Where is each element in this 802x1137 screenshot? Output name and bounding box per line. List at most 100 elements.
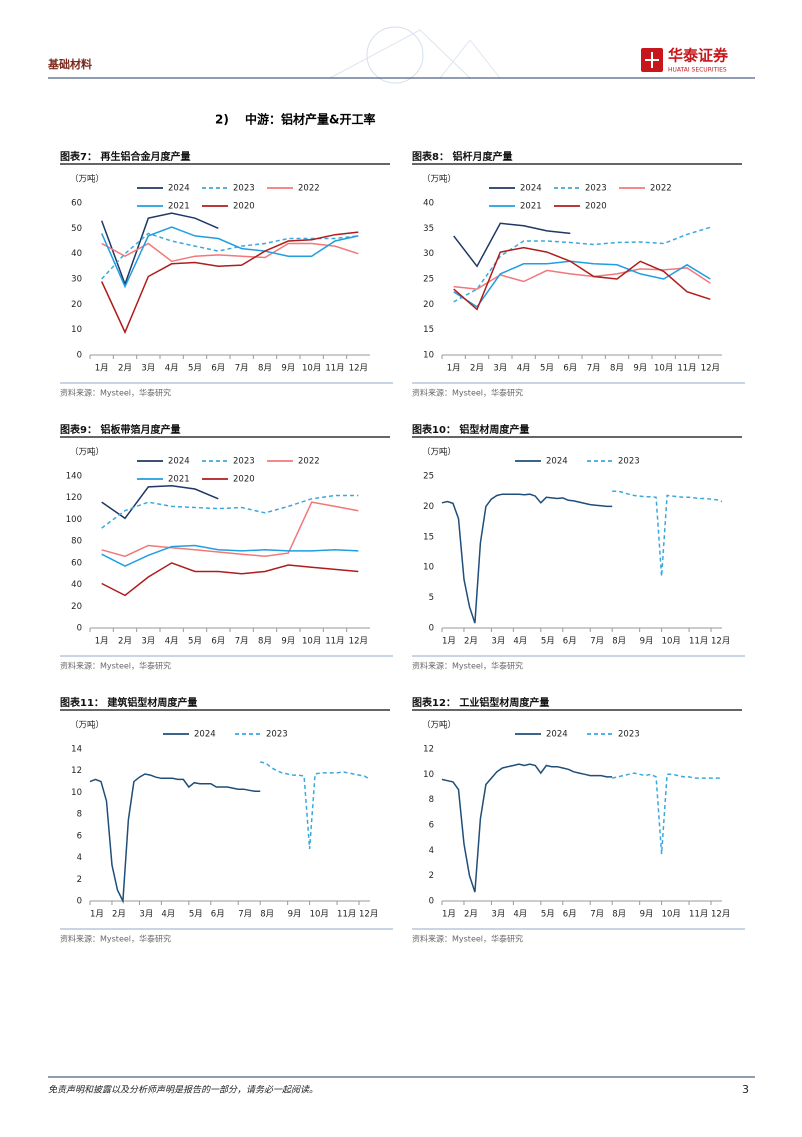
series-line: [89, 773, 261, 904]
legend-label: 2020: [233, 475, 255, 485]
legend-label: 2024: [546, 730, 568, 740]
y-tick-label: 15: [423, 325, 434, 335]
y-axis-unit: （万吨）: [70, 447, 104, 458]
legend-label: 2022: [298, 184, 320, 194]
x-tick-label: 10月: [302, 364, 321, 374]
y-tick-label: 60: [71, 199, 82, 209]
x-tick-label: 8月: [258, 364, 272, 374]
x-tick-label: 11月: [337, 910, 356, 920]
series-line: [453, 246, 711, 311]
legend-label: 2022: [298, 457, 320, 467]
x-tick-label: 6月: [563, 364, 577, 374]
x-tick-label: 2月: [118, 637, 132, 647]
y-tick-label: 35: [423, 224, 434, 234]
legend-label: 2023: [233, 457, 255, 467]
y-tick-label: 5: [429, 593, 434, 603]
x-tick-label: 5月: [189, 910, 203, 920]
x-tick-label: 7月: [590, 637, 604, 647]
x-tick-label: 11月: [689, 637, 708, 647]
x-tick-label: 1月: [95, 364, 109, 374]
y-tick-label: 10: [423, 563, 434, 573]
chart-title: 图表10： 铝型材周度产量: [412, 423, 529, 436]
y-tick-label: 25: [423, 472, 434, 482]
chart-title: 图表9： 铝板带箔月度产量: [60, 423, 180, 436]
x-tick-label: 8月: [612, 910, 626, 920]
chart-title: 图表11： 建筑铝型材周度产量: [60, 696, 197, 709]
x-tick-label: 4月: [161, 910, 175, 920]
y-axis-unit: （万吨）: [70, 174, 104, 185]
x-tick-label: 12月: [349, 364, 368, 374]
x-tick-label: 3月: [141, 364, 155, 374]
x-tick-label: 2月: [470, 364, 484, 374]
x-tick-label: 5月: [541, 637, 555, 647]
series-line: [101, 232, 359, 280]
legend-label: 2023: [618, 730, 640, 740]
x-tick-label: 6月: [211, 364, 225, 374]
x-tick-label: 6月: [211, 637, 225, 647]
x-tick-label: 7月: [235, 364, 249, 374]
x-tick-label: 7月: [587, 364, 601, 374]
y-tick-label: 0: [429, 624, 434, 634]
x-tick-label: 5月: [541, 910, 555, 920]
source-note: 资料来源：Mysteel，华泰研究: [60, 661, 171, 671]
y-axis-unit: （万吨）: [422, 720, 456, 731]
x-tick-label: 8月: [610, 364, 624, 374]
y-tick-label: 40: [423, 199, 434, 209]
x-tick-label: 7月: [590, 910, 604, 920]
y-tick-label: 0: [429, 897, 434, 907]
y-tick-label: 20: [71, 602, 82, 612]
x-tick-label: 6月: [563, 910, 577, 920]
x-tick-label: 9月: [633, 364, 647, 374]
y-tick-label: 8: [77, 810, 82, 820]
x-tick-label: 3月: [139, 910, 153, 920]
legend-label: 2023: [585, 184, 607, 194]
x-tick-label: 2月: [464, 637, 478, 647]
footer-disclaimer: 免责声明和披露以及分析师声明是报告的一部分，请务必一起阅读。: [48, 1085, 318, 1096]
y-tick-label: 12: [423, 745, 434, 755]
x-tick-label: 2月: [464, 910, 478, 920]
x-tick-label: 10月: [302, 637, 321, 647]
x-tick-label: 6月: [563, 637, 577, 647]
legend-label: 2024: [520, 184, 542, 194]
heading-text: 中游：铝材产量&开工率: [245, 112, 375, 127]
x-tick-label: 12月: [711, 637, 730, 647]
x-tick-label: 4月: [513, 637, 527, 647]
series-line: [100, 212, 219, 287]
y-tick-label: 2: [77, 875, 82, 885]
y-tick-label: 15: [423, 532, 434, 542]
x-tick-label: 9月: [288, 910, 302, 920]
series-line: [453, 226, 711, 303]
y-tick-label: 10: [423, 770, 434, 780]
y-tick-label: 20: [71, 300, 82, 310]
series-line: [101, 544, 359, 567]
x-tick-label: 9月: [281, 637, 295, 647]
legend-label: 2020: [585, 202, 607, 212]
x-tick-label: 9月: [281, 364, 295, 374]
series-line: [453, 260, 711, 308]
logo: 华泰证券 HUATAI SECURITIES: [641, 47, 729, 74]
x-tick-label: 1月: [447, 364, 461, 374]
legend-label: 2023: [618, 457, 640, 467]
y-axis-unit: （万吨）: [70, 720, 104, 731]
y-tick-label: 20: [423, 502, 434, 512]
y-tick-label: 25: [423, 275, 434, 285]
x-tick-label: 4月: [517, 364, 531, 374]
y-axis-unit: （万吨）: [422, 447, 456, 458]
x-tick-label: 3月: [493, 364, 507, 374]
y-tick-label: 10: [71, 325, 82, 335]
x-tick-label: 1月: [442, 910, 456, 920]
y-tick-label: 12: [71, 766, 82, 776]
x-tick-label: 1月: [95, 637, 109, 647]
legend-label: 2022: [650, 184, 672, 194]
logo-en: HUATAI SECURITIES: [668, 67, 727, 74]
legend-label: 2021: [168, 202, 190, 212]
y-tick-label: 8: [429, 795, 434, 805]
series-line: [441, 763, 613, 893]
x-tick-label: 11月: [689, 910, 708, 920]
x-tick-label: 12月: [711, 910, 730, 920]
legend-label: 2024: [194, 730, 216, 740]
source-note: 资料来源：Mysteel，华泰研究: [412, 388, 523, 398]
y-tick-label: 20: [423, 300, 434, 310]
